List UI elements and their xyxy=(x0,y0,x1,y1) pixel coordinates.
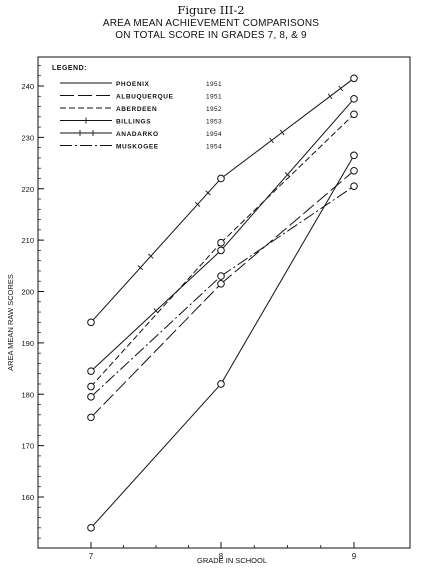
series-cross-marker xyxy=(279,129,285,136)
data-point-phoenix xyxy=(217,380,225,388)
legend-year: 1953 xyxy=(206,119,222,126)
legend-label: MUSKOGEE xyxy=(116,144,159,151)
data-point-aberdeen xyxy=(217,238,225,247)
data-point-aberdeen xyxy=(350,110,358,119)
series-segment-aberdeen xyxy=(220,113,355,244)
y-tick-label: 230 xyxy=(21,133,34,142)
data-point-muskogee xyxy=(350,182,358,190)
y-tick-label: 170 xyxy=(21,442,34,451)
series-cross-marker xyxy=(153,308,159,314)
legend-year: 1954 xyxy=(206,144,222,151)
legend-label: ANADARKO xyxy=(116,131,159,138)
x-axis-label: GRADE IN SCHOOL xyxy=(197,556,267,565)
data-point-anadarko xyxy=(87,318,95,327)
series-segment-muskogee xyxy=(220,185,355,277)
series-cross-marker xyxy=(284,172,291,178)
data-point-billings xyxy=(217,246,225,255)
series-segment-aberdeen xyxy=(90,242,222,387)
y-tick-label: 180 xyxy=(21,390,34,399)
y-tick-label: 160 xyxy=(21,493,34,502)
series-segment-muskogee xyxy=(90,275,222,398)
chart-title-line-1: AREA MEAN ACHIEVEMENT COMPARISONS xyxy=(102,18,320,29)
data-point-albuquerque xyxy=(350,166,358,175)
legend-year: 1951 xyxy=(206,81,222,88)
data-point-billings xyxy=(350,95,358,103)
legend-year: 1954 xyxy=(206,131,222,138)
y-tick-label: 200 xyxy=(21,288,34,297)
legend-title: LEGEND: xyxy=(52,65,87,72)
series-segment-albuquerque xyxy=(90,283,222,418)
data-point-billings xyxy=(87,367,95,375)
series-segment-phoenix xyxy=(220,155,355,385)
series-cross-marker xyxy=(205,190,211,196)
series-segment-anadarko xyxy=(90,178,222,323)
x-tick-label: 8 xyxy=(219,552,224,561)
data-point-albuquerque xyxy=(87,413,95,422)
series-cross-marker xyxy=(327,93,333,100)
data-point-phoenix xyxy=(87,524,95,532)
series-segment-anadarko xyxy=(220,77,355,179)
x-tick-label: 7 xyxy=(89,552,94,561)
series-cross-marker xyxy=(148,253,154,259)
series-cross-marker xyxy=(269,137,274,144)
x-tick-label: 9 xyxy=(352,552,357,561)
series-cross-marker xyxy=(338,85,343,92)
y-tick-label: 190 xyxy=(21,339,34,348)
chart-title-line-2: ON TOTAL SCORE IN GRADES 7, 8, & 9 xyxy=(115,30,307,41)
data-point-anadarko xyxy=(350,74,358,83)
series-segment-albuquerque xyxy=(220,170,355,285)
y-tick-label: 210 xyxy=(21,236,34,245)
legend-label: BILLINGS xyxy=(116,119,151,126)
legend-year: 1952 xyxy=(206,106,222,113)
y-tick-label: 220 xyxy=(21,185,34,194)
figure-label: Figure III-2 xyxy=(177,3,245,17)
data-point-aberdeen xyxy=(87,382,95,391)
plot-frame xyxy=(37,56,411,549)
legend-label: ABERDEEN xyxy=(116,106,157,113)
series-cross-marker xyxy=(194,201,201,207)
data-point-phoenix xyxy=(350,151,358,160)
y-tick-label: 240 xyxy=(21,82,34,91)
data-point-anadarko xyxy=(217,174,225,183)
data-point-albuquerque xyxy=(217,279,225,288)
data-point-muskogee xyxy=(87,393,95,401)
legend-label: PHOENIX xyxy=(116,81,150,88)
legend-year: 1951 xyxy=(206,94,222,101)
series-segment-phoenix xyxy=(90,383,222,529)
y-axis-label: AREA MEAN RAW SCORES xyxy=(6,274,15,371)
series-cross-marker xyxy=(137,265,144,271)
legend-label: ALBUQUERQUE xyxy=(116,94,174,101)
data-point-muskogee xyxy=(217,272,225,280)
